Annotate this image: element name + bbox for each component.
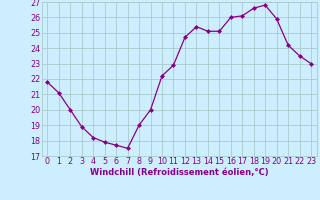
X-axis label: Windchill (Refroidissement éolien,°C): Windchill (Refroidissement éolien,°C) xyxy=(90,168,268,177)
